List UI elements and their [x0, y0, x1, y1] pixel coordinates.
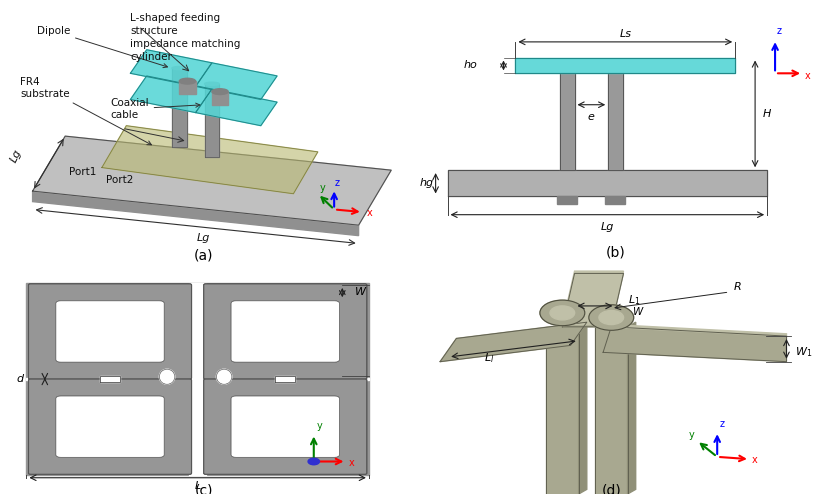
FancyBboxPatch shape	[56, 301, 164, 362]
Polygon shape	[172, 68, 187, 147]
Text: $L_l$: $L_l$	[484, 352, 494, 366]
Text: W: W	[355, 287, 365, 297]
Text: Dipole: Dipole	[37, 26, 167, 68]
Polygon shape	[130, 50, 212, 86]
Polygon shape	[205, 84, 219, 157]
Polygon shape	[212, 92, 228, 105]
Circle shape	[550, 306, 575, 320]
Text: x: x	[805, 71, 811, 81]
Text: Lg: Lg	[601, 222, 614, 232]
FancyBboxPatch shape	[29, 284, 192, 379]
Text: cylinder: cylinder	[130, 52, 172, 62]
Text: Coaxial
cable: Coaxial cable	[110, 98, 200, 120]
FancyBboxPatch shape	[56, 396, 164, 457]
Text: (b): (b)	[606, 246, 625, 259]
FancyBboxPatch shape	[204, 284, 367, 379]
Text: Ls: Ls	[619, 29, 632, 39]
Text: Port2: Port2	[106, 175, 134, 185]
Polygon shape	[130, 76, 212, 113]
FancyBboxPatch shape	[231, 301, 339, 362]
Ellipse shape	[205, 82, 219, 85]
Polygon shape	[33, 191, 359, 236]
Text: structure: structure	[130, 26, 178, 36]
FancyBboxPatch shape	[231, 396, 339, 457]
Text: $W_1$: $W_1$	[795, 345, 812, 359]
Polygon shape	[603, 325, 786, 336]
Polygon shape	[27, 378, 369, 380]
Polygon shape	[516, 58, 735, 73]
Circle shape	[308, 458, 319, 465]
Text: z: z	[777, 26, 782, 36]
Text: FR4
substrate: FR4 substrate	[20, 77, 152, 145]
Text: x: x	[751, 454, 758, 465]
FancyBboxPatch shape	[231, 396, 339, 457]
Polygon shape	[27, 283, 369, 475]
Circle shape	[588, 305, 634, 330]
Circle shape	[540, 300, 585, 326]
Polygon shape	[102, 125, 318, 194]
Polygon shape	[562, 271, 623, 325]
Polygon shape	[628, 322, 636, 494]
FancyBboxPatch shape	[56, 301, 164, 362]
FancyBboxPatch shape	[231, 301, 339, 362]
Text: x: x	[349, 458, 355, 468]
Text: R: R	[734, 282, 742, 291]
Polygon shape	[579, 322, 587, 494]
Text: y: y	[317, 421, 323, 431]
Text: Port1: Port1	[69, 167, 97, 177]
FancyBboxPatch shape	[204, 379, 367, 474]
Polygon shape	[100, 376, 121, 382]
Polygon shape	[560, 73, 575, 170]
Ellipse shape	[544, 306, 580, 312]
Ellipse shape	[217, 369, 232, 384]
Text: Lg: Lg	[9, 148, 24, 165]
Ellipse shape	[179, 78, 196, 84]
Polygon shape	[562, 274, 623, 327]
Text: Lg: Lg	[197, 233, 210, 243]
Polygon shape	[546, 327, 579, 494]
Polygon shape	[179, 81, 196, 94]
Text: H: H	[763, 109, 772, 119]
Polygon shape	[33, 136, 391, 225]
Text: ho: ho	[464, 60, 478, 71]
Text: $L_1$: $L_1$	[628, 293, 640, 307]
Text: e: e	[588, 113, 595, 123]
Text: z: z	[719, 419, 725, 429]
Polygon shape	[606, 197, 625, 204]
Polygon shape	[603, 327, 786, 362]
Polygon shape	[557, 197, 577, 204]
Text: L-shaped feeding: L-shaped feeding	[130, 13, 221, 23]
FancyBboxPatch shape	[29, 379, 192, 474]
FancyBboxPatch shape	[204, 284, 367, 379]
Ellipse shape	[593, 311, 629, 316]
Polygon shape	[608, 73, 623, 170]
Circle shape	[599, 311, 623, 325]
Text: (c): (c)	[195, 483, 213, 494]
Text: (d): (d)	[601, 483, 621, 494]
Text: y: y	[689, 430, 694, 440]
Text: x: x	[367, 208, 372, 218]
FancyBboxPatch shape	[204, 379, 367, 474]
FancyBboxPatch shape	[56, 396, 164, 457]
Polygon shape	[196, 63, 277, 99]
Text: z: z	[335, 178, 340, 188]
Polygon shape	[275, 376, 296, 382]
Text: impedance matching: impedance matching	[130, 39, 240, 49]
Text: hg: hg	[420, 178, 434, 188]
Ellipse shape	[172, 67, 187, 70]
Text: $W$: $W$	[632, 305, 644, 317]
Ellipse shape	[212, 89, 228, 94]
Polygon shape	[440, 322, 587, 362]
Ellipse shape	[159, 369, 174, 384]
Polygon shape	[595, 327, 628, 494]
Text: d: d	[16, 374, 24, 384]
Text: (a): (a)	[194, 248, 214, 262]
FancyBboxPatch shape	[29, 379, 192, 474]
Text: L: L	[195, 481, 200, 492]
FancyBboxPatch shape	[29, 284, 192, 379]
Polygon shape	[190, 283, 205, 475]
Polygon shape	[196, 89, 277, 125]
Polygon shape	[447, 170, 767, 197]
Text: y: y	[319, 183, 326, 193]
